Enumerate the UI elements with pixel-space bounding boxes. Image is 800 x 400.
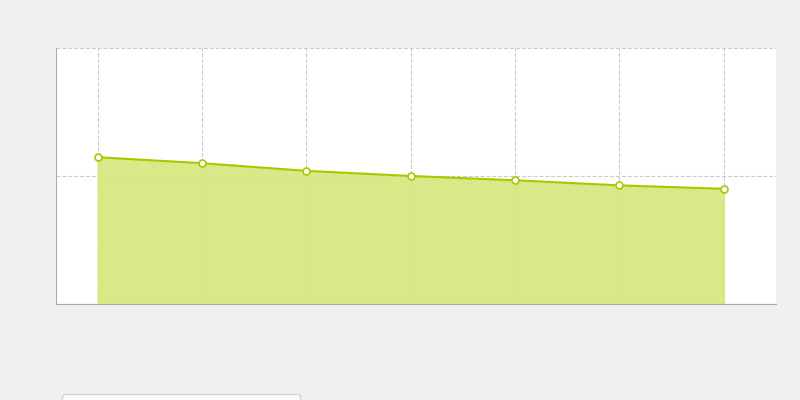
Legend: 地価公示 平均坪単価(万円/坪): 地価公示 平均坪単価(万円/坪) (62, 394, 300, 400)
